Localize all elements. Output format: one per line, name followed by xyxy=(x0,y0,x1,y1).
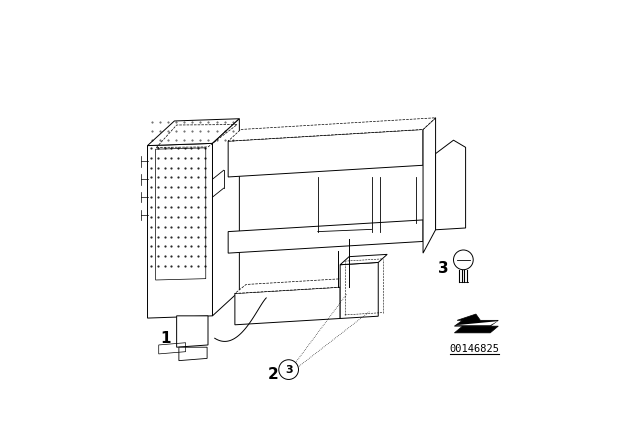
Polygon shape xyxy=(228,118,436,141)
Polygon shape xyxy=(455,321,497,325)
Text: 3: 3 xyxy=(438,261,449,276)
Polygon shape xyxy=(423,118,436,253)
Polygon shape xyxy=(212,119,239,316)
Polygon shape xyxy=(228,220,423,253)
Polygon shape xyxy=(340,263,378,319)
Polygon shape xyxy=(454,314,499,326)
Polygon shape xyxy=(454,326,499,333)
Polygon shape xyxy=(228,129,423,177)
Circle shape xyxy=(279,360,298,379)
Text: 3: 3 xyxy=(285,365,292,375)
Text: 1: 1 xyxy=(160,331,171,346)
Polygon shape xyxy=(148,119,239,146)
Text: 00146825: 00146825 xyxy=(449,345,500,354)
Polygon shape xyxy=(436,140,466,230)
Polygon shape xyxy=(177,316,208,347)
Polygon shape xyxy=(148,143,212,318)
Text: 2: 2 xyxy=(268,366,278,382)
Polygon shape xyxy=(340,254,387,265)
Circle shape xyxy=(454,250,473,270)
Polygon shape xyxy=(179,347,207,361)
Polygon shape xyxy=(235,278,351,293)
Polygon shape xyxy=(235,287,340,325)
